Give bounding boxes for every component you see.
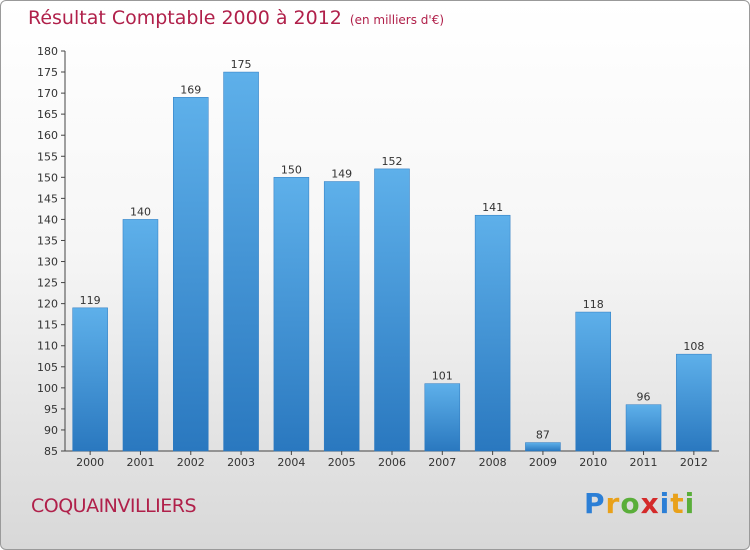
- y-tick-label: 160: [37, 129, 58, 142]
- x-tick-label: 2012: [680, 456, 708, 469]
- commune-name: COQUAINVILLIERS: [31, 495, 197, 517]
- x-tick-label: 2006: [378, 456, 406, 469]
- logo-letter: i: [684, 487, 696, 520]
- y-tick-label: 155: [37, 150, 58, 163]
- x-tick-label: 2008: [479, 456, 507, 469]
- logo-letter: P: [584, 487, 606, 520]
- bar: [122, 219, 159, 452]
- bar: [273, 177, 310, 452]
- bar-value-label: 175: [231, 58, 252, 71]
- x-tick-label: 2000: [76, 456, 104, 469]
- bar-value-label: 108: [683, 340, 704, 353]
- bar-value-label: 96: [637, 391, 651, 404]
- bar: [223, 71, 259, 452]
- x-tick-label: 2004: [277, 456, 305, 469]
- bar: [323, 181, 360, 452]
- bar: [676, 353, 712, 452]
- x-tick-label: 2007: [428, 456, 456, 469]
- logo-letter: r: [605, 487, 621, 520]
- y-tick-label: 150: [37, 171, 58, 184]
- logo-letter: t: [670, 487, 685, 520]
- x-tick-label: 2010: [579, 456, 607, 469]
- y-tick-label: 85: [44, 445, 58, 458]
- y-tick-label: 175: [37, 66, 58, 79]
- y-tick-label: 170: [37, 87, 58, 100]
- bar: [625, 404, 662, 452]
- bar: [424, 383, 461, 452]
- x-tick-label: 2009: [529, 456, 557, 469]
- bar-value-label: 119: [80, 294, 101, 307]
- y-tick-label: 105: [37, 361, 58, 374]
- x-tick-label: 2003: [227, 456, 255, 469]
- bar: [474, 214, 511, 452]
- x-tick-label: 2002: [177, 456, 205, 469]
- bar-value-label: 87: [536, 429, 550, 442]
- x-tick-label: 2001: [126, 456, 154, 469]
- bar-value-label: 169: [180, 83, 201, 96]
- proxiti-logo: Proxiti: [584, 487, 695, 520]
- logo-letter: i: [659, 487, 671, 520]
- bar-value-label: 140: [130, 205, 151, 218]
- y-tick-label: 115: [37, 319, 58, 332]
- bar-value-label: 152: [382, 155, 403, 168]
- bar-value-label: 101: [432, 370, 453, 383]
- y-tick-label: 95: [44, 403, 58, 416]
- bar: [374, 168, 410, 452]
- y-tick-label: 130: [37, 256, 58, 269]
- bar: [72, 307, 108, 452]
- logo-letter: o: [620, 487, 641, 520]
- y-tick-label: 180: [37, 45, 58, 58]
- y-tick-label: 120: [37, 298, 58, 311]
- bar-value-label: 141: [482, 201, 503, 214]
- bar: [173, 97, 209, 452]
- chart-title: Résultat Comptable 2000 à 2012 (en millie…: [28, 7, 444, 29]
- bar-value-label: 118: [583, 298, 604, 311]
- y-tick-label: 125: [37, 277, 58, 290]
- chart-subtitle: (en milliers d'€): [349, 13, 445, 27]
- y-tick-label: 135: [37, 234, 58, 247]
- y-tick-label: 90: [44, 424, 58, 437]
- y-tick-label: 140: [37, 213, 58, 226]
- bar: [525, 442, 561, 452]
- bar-value-label: 150: [281, 163, 302, 176]
- logo-letter: x: [640, 487, 660, 520]
- y-tick-label: 100: [37, 382, 58, 395]
- bar-value-label: 149: [331, 168, 352, 181]
- title-text: Résultat Comptable 2000 à 2012: [28, 7, 342, 29]
- x-tick-label: 2005: [328, 456, 356, 469]
- y-tick-label: 145: [37, 192, 58, 205]
- bar: [575, 311, 611, 452]
- y-tick-label: 165: [37, 108, 58, 121]
- x-tick-label: 2011: [630, 456, 658, 469]
- y-tick-label: 110: [37, 340, 58, 353]
